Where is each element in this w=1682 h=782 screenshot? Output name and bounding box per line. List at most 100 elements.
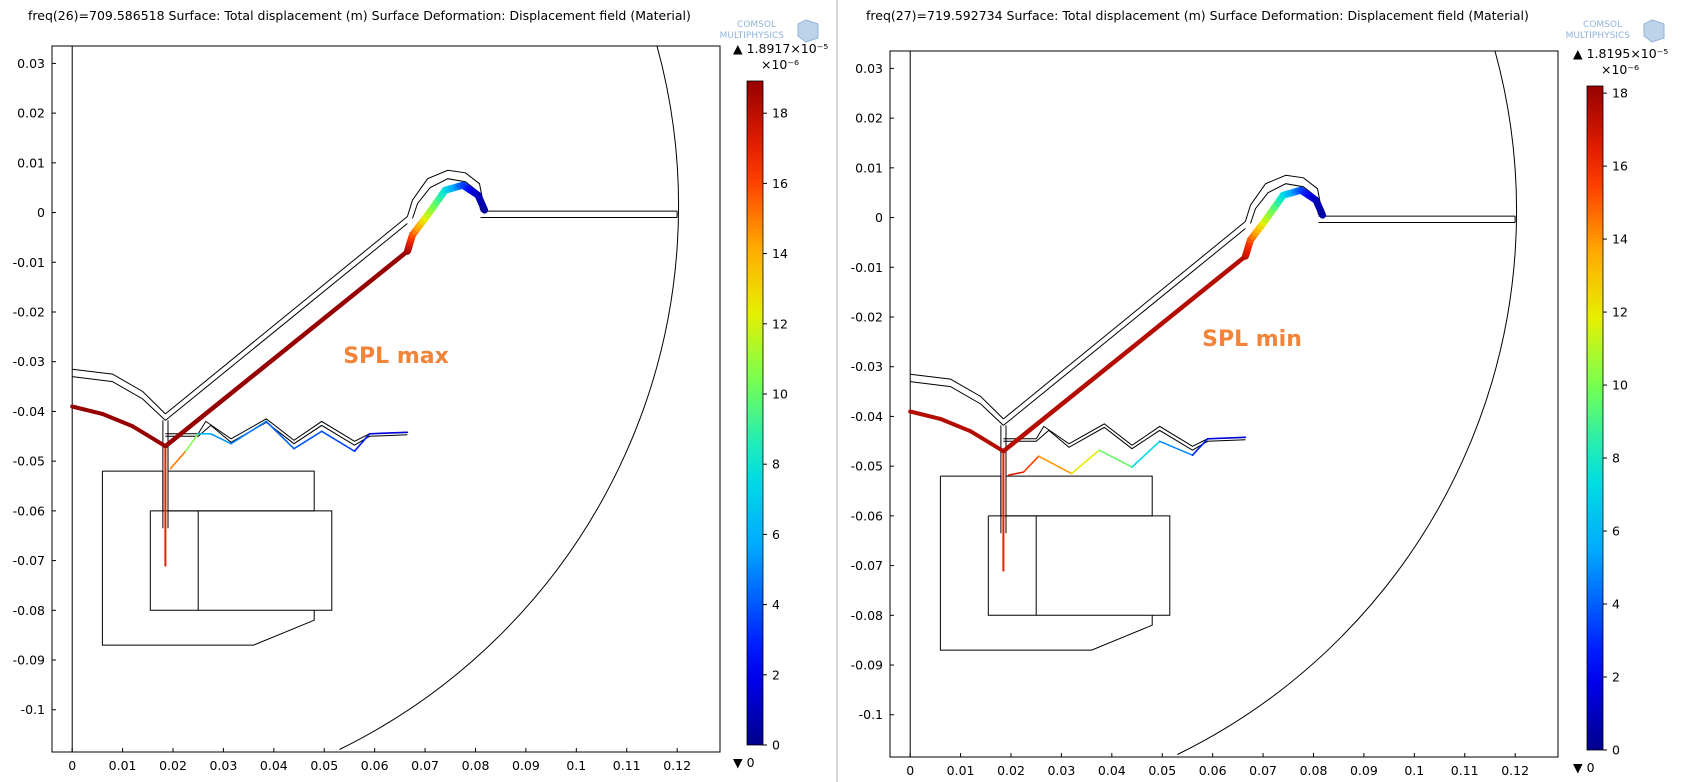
colorbar-tick-label: 4 — [772, 597, 780, 612]
x-tick-label: 0 — [68, 758, 76, 773]
surround-deformed — [968, 429, 1006, 454]
plot-title: freq(27)=719.592734 Surface: Total displ… — [866, 8, 1529, 23]
y-tick-label: -0.1 — [859, 707, 883, 722]
dome-undeformed-inner — [412, 178, 481, 219]
x-tick-label: 0.1 — [1404, 763, 1424, 778]
magnet-outline — [987, 515, 1171, 616]
colorbar-tick-label: 4 — [1612, 597, 1620, 612]
svg-text:COMSOL: COMSOL — [737, 20, 776, 30]
y-tick-label: -0.02 — [13, 304, 45, 319]
svg-text:MULTIPHYSICS: MULTIPHYSICS — [1566, 31, 1631, 41]
y-tick-label: -0.07 — [13, 553, 45, 568]
y-tick-label: 0.02 — [17, 106, 45, 121]
magnet-outline — [149, 510, 333, 611]
colorbar-min-label: ▼ 0 — [1573, 760, 1595, 775]
cone-undeformed-top — [165, 216, 408, 415]
x-tick-label: 0.01 — [947, 763, 975, 778]
x-tick-label: 0.11 — [1451, 763, 1479, 778]
y-tick-label: -0.06 — [851, 508, 883, 523]
comsol-logo: COMSOL MULTIPHYSICS — [720, 19, 819, 43]
x-tick-label: 0 — [906, 763, 914, 778]
x-tick-label: 0.1 — [566, 758, 586, 773]
dome-deformed — [1318, 209, 1327, 219]
colorbar-tick-label: 16 — [1612, 159, 1628, 174]
deformed-structure — [908, 186, 1327, 572]
spider-deformed — [265, 420, 295, 450]
x-tick-label: 0.11 — [613, 758, 641, 773]
colorbar-tick-label: 14 — [1612, 232, 1628, 247]
y-tick-label: -0.09 — [851, 658, 883, 673]
spider-deformed — [169, 450, 187, 470]
air-domain-boundary — [339, 46, 680, 750]
colorbar — [746, 80, 764, 746]
colorbar-tick-label: 2 — [1612, 670, 1620, 685]
y-tick-label: -0.01 — [13, 255, 45, 270]
spider-deformed — [1037, 455, 1073, 475]
axes-frame — [889, 50, 1559, 758]
colorbar — [1586, 85, 1604, 751]
spider-deformed — [368, 431, 409, 435]
y-tick-label: 0 — [37, 205, 45, 220]
colorbar-tick-label: 12 — [772, 316, 788, 331]
y-tick-label: 0.03 — [17, 56, 45, 71]
x-tick-label: 0.05 — [1148, 763, 1176, 778]
x-tick-label: 0.06 — [1199, 763, 1227, 778]
spider-deformed — [1007, 471, 1025, 476]
comsol-logo: COMSOL MULTIPHYSICS — [1566, 19, 1665, 43]
cone-deformed — [1001, 254, 1248, 454]
colorbar-max-label: ▲ 1.8917×10⁻⁵ — [733, 41, 828, 56]
colorbar-tick-label: 10 — [772, 386, 788, 401]
axes-frame — [51, 45, 721, 753]
y-tick-label: 0.03 — [855, 61, 883, 76]
x-tick-label: 0.01 — [109, 758, 137, 773]
surround-deformed — [100, 411, 135, 429]
dome-deformed — [480, 204, 489, 214]
y-tick-label: -0.07 — [851, 558, 883, 573]
geometry-outline — [71, 46, 680, 752]
spider-deformed — [210, 432, 232, 445]
y-tick-label: -0.05 — [851, 459, 883, 474]
surround-deformed — [938, 416, 973, 434]
colorbar-tick-label: 18 — [772, 106, 788, 121]
colorbar-tick-label: 6 — [1612, 524, 1620, 539]
cone-deformed — [163, 249, 410, 449]
surround-deformed — [70, 404, 105, 416]
spider-undeformed — [1003, 423, 1246, 447]
spider-deformed — [1191, 437, 1209, 457]
y-tick-label: -0.01 — [851, 260, 883, 275]
x-tick-label: 0.02 — [997, 763, 1025, 778]
colorbar-tick-label: 2 — [772, 667, 780, 682]
spider-deformed — [353, 432, 371, 453]
colorbar-tick-label: 12 — [1612, 305, 1628, 320]
dome-undeformed-outer — [406, 169, 486, 217]
dome-undeformed-outer — [1244, 174, 1324, 222]
frame-left-top — [940, 475, 1002, 516]
spider-deformed — [1070, 449, 1101, 475]
top-plate — [1005, 475, 1153, 517]
deformed-structure — [70, 181, 489, 567]
x-tick-label: 0.12 — [663, 758, 691, 773]
plot-canvas[interactable]: SPL min 0 0.01 0.02 0.03 0.04 0.05 0.06 0.07 0.08… — [838, 0, 1682, 782]
colorbar-tick-label: 8 — [1612, 451, 1620, 466]
surround-deformed — [908, 409, 943, 421]
spider-undeformed-2 — [1003, 426, 1246, 451]
spider-deformed — [320, 430, 356, 453]
spider-undeformed-2 — [165, 421, 408, 446]
colorbar-multiplier: ×10⁻⁶ — [1601, 62, 1639, 77]
y-tick-label: 0.01 — [855, 160, 883, 175]
y-tick-label: -0.09 — [13, 653, 45, 668]
x-tick-label: 0.07 — [411, 758, 439, 773]
colorbar-tick-label: 18 — [1612, 86, 1628, 101]
cone-undeformed-bottom — [1003, 228, 1246, 426]
colorbar-tick-label: 0 — [1612, 743, 1620, 758]
cone-undeformed-bottom — [165, 223, 408, 421]
surround-undeformed-inner — [910, 381, 1004, 426]
x-tick-label: 0.04 — [1098, 763, 1126, 778]
plot-canvas[interactable]: SPL max 0 0.01 0.02 0.03 0.04 0.05 0.06 0.07 0.08… — [0, 0, 838, 782]
spider-deformed — [1131, 440, 1161, 468]
y-tick-label: -0.08 — [13, 603, 45, 618]
x-tick-label: 0.07 — [1249, 763, 1277, 778]
spider-deformed — [1158, 440, 1194, 457]
y-tick-label: -0.06 — [13, 503, 45, 518]
x-tick-label: 0.05 — [310, 758, 338, 773]
